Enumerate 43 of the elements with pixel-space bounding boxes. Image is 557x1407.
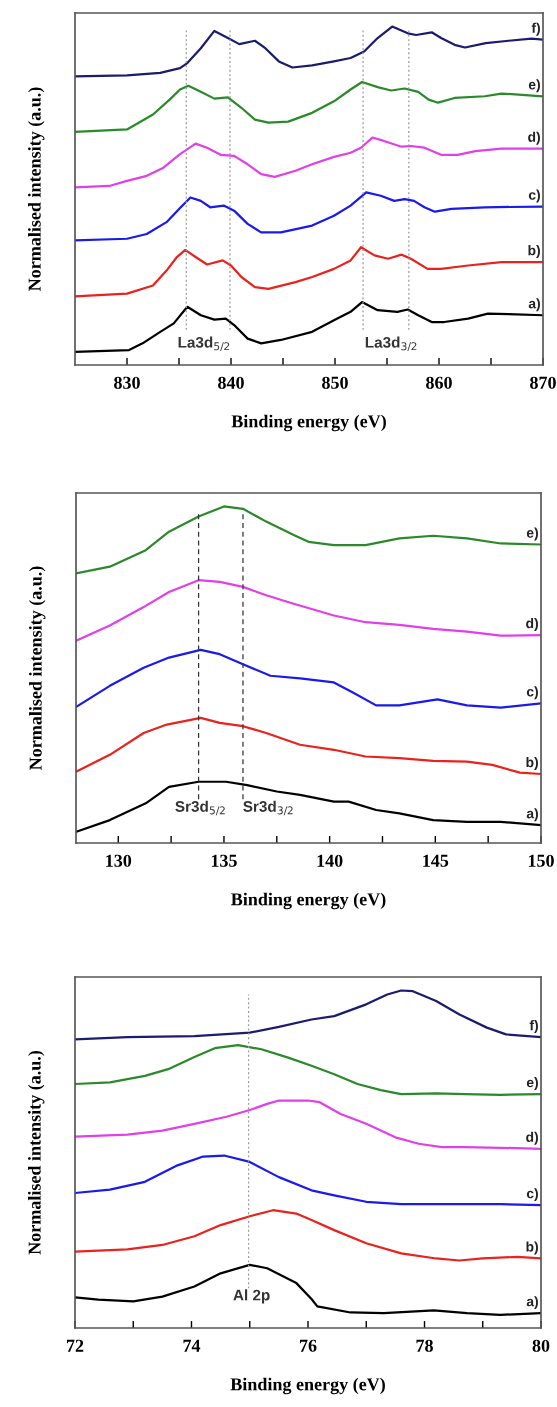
series-label: c) (526, 686, 538, 700)
series-label: e) (526, 1077, 538, 1091)
x-tick-label: 150 (528, 854, 554, 867)
x-tick-label: 130 (106, 854, 132, 867)
series-label: b) (528, 245, 540, 259)
y-axis-title: Normalised intensity (a.u.) (28, 1050, 45, 1255)
series-label: f) (531, 22, 540, 36)
x-tick-label: 80 (532, 1339, 550, 1352)
series-label: a) (526, 808, 538, 822)
x-tick-label: 850 (322, 376, 348, 389)
annotation: La3d$_{3/2}$ (365, 336, 417, 352)
x-tick-label: 78 (416, 1339, 433, 1352)
x-axis-title: Binding energy (eV) (231, 892, 386, 910)
series-label: b) (526, 757, 538, 770)
series-label: a) (528, 298, 540, 312)
series-label: a) (526, 1296, 538, 1310)
annotation: Sr3d$_{3/2}$ (243, 800, 293, 816)
series-label: d) (528, 131, 540, 145)
x-tick-label: 135 (211, 854, 237, 867)
x-tick-label: 830 (114, 376, 140, 389)
x-tick-label: 145 (423, 854, 449, 867)
annotation: Al 2p (233, 1289, 270, 1304)
series-label: f) (529, 1020, 538, 1034)
x-tick-label: 840 (218, 376, 244, 389)
series-label: d) (526, 1131, 538, 1145)
series-label: e) (526, 527, 538, 541)
x-tick-label: 74 (183, 1339, 201, 1352)
annotation: Sr3d$_{5/2}$ (175, 800, 225, 816)
x-tick-label: 76 (300, 1339, 317, 1352)
y-axis-title: Normalised intensity (a.u.) (28, 87, 45, 291)
annotation: La3d$_{5/2}$ (178, 336, 230, 352)
series-label: e) (528, 79, 540, 93)
series-label: c) (528, 189, 540, 203)
series-label: c) (526, 1188, 538, 1202)
x-tick-label: 72 (67, 1339, 84, 1352)
x-tick-label: 140 (317, 854, 343, 867)
x-tick-label: 860 (426, 376, 452, 389)
x-axis-title: Binding energy (eV) (230, 1377, 385, 1395)
series-label: b) (526, 1241, 538, 1255)
x-axis-title: Binding energy (eV) (231, 414, 386, 432)
series-label: d) (526, 618, 538, 631)
x-tick-label: 870 (530, 376, 556, 389)
y-axis-title: Normalised intensity (a.u.) (29, 566, 46, 770)
